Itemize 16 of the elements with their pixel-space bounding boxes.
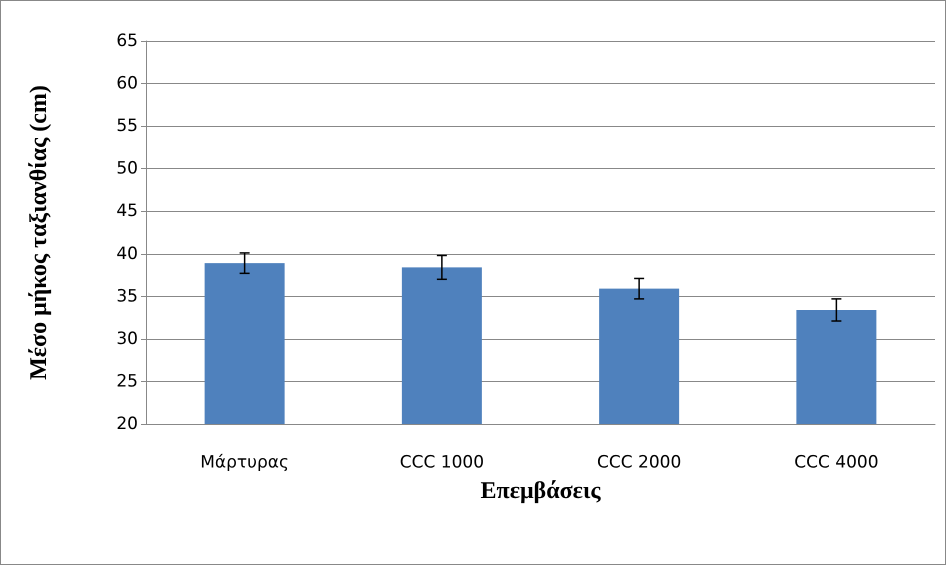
y-tick-label: 35 [116, 286, 138, 306]
y-tick-label: 60 [116, 74, 138, 94]
y-tick-label: 20 [116, 414, 138, 434]
y-tick-label: 40 [116, 244, 138, 264]
y-tick-label: 25 [116, 371, 138, 392]
y-tick-label: 55 [116, 116, 138, 136]
x-tick-label: Μάρτυρας [200, 452, 289, 472]
x-axis-title: Επεμβάσεις [480, 478, 602, 504]
y-tick-label: 45 [116, 201, 138, 222]
y-tick-label: 50 [116, 158, 138, 179]
x-tick-label: CCC 2000 [596, 452, 682, 472]
y-axis-title: Μέσο μήκος ταξιανθίας (cm) [26, 85, 52, 380]
y-tick-label: 30 [116, 328, 138, 349]
x-tick-label: CCC 4000 [794, 452, 879, 472]
y-tick-label: 65 [116, 31, 138, 51]
x-tick-label: CCC 1000 [400, 452, 484, 472]
